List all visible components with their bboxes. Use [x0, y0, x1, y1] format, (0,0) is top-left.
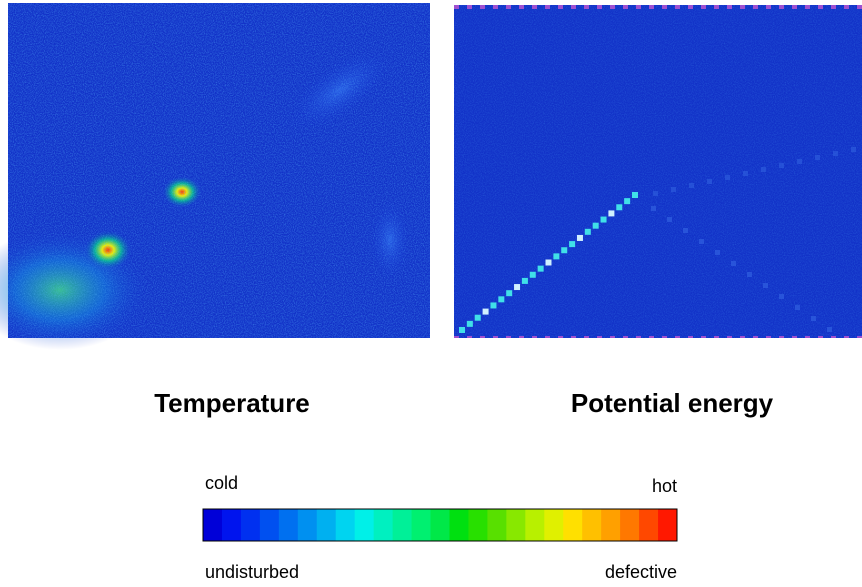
defect-dot [632, 192, 638, 198]
panel-title: Temperature [154, 388, 310, 418]
defect-dot [851, 147, 856, 152]
colorbar-swatch [392, 509, 413, 541]
defect-dot [731, 261, 736, 266]
defect-dot [725, 175, 730, 180]
colorbar-swatch [278, 509, 299, 541]
colorbar-label: cold [205, 473, 238, 493]
colorbar-swatch [544, 509, 564, 541]
defect-dot [459, 327, 465, 333]
defect-dot [651, 206, 656, 211]
defect-dot [707, 179, 712, 184]
defect-dot [683, 228, 688, 233]
colorbar-label: undisturbed [205, 562, 299, 582]
colorbar-swatch [411, 509, 432, 541]
defect-dot [608, 210, 615, 217]
colorbar-label: defective [605, 562, 677, 582]
defect-dot [779, 163, 784, 168]
colorbar-swatch [297, 509, 318, 541]
colorbar-swatch [487, 509, 507, 541]
defect-dot [761, 167, 766, 172]
colorbar-frame [202, 508, 678, 542]
defect-dot [514, 284, 521, 291]
defect-dot [779, 294, 784, 299]
defect-dot [671, 187, 676, 192]
defect-dot [498, 296, 505, 303]
colorbar-swatch [620, 509, 640, 541]
colorbar-swatch [316, 509, 337, 541]
colorbar-swatch [639, 509, 659, 541]
colorbar-swatch [563, 509, 583, 541]
defect-dot [537, 265, 544, 272]
colorbar-swatch [203, 509, 223, 541]
colorbar-swatch [658, 509, 678, 541]
defect-dot [521, 277, 528, 284]
defect-dot [553, 253, 560, 260]
colorbar [203, 509, 678, 541]
defect-dot [815, 155, 820, 160]
colorbar-swatch [601, 509, 621, 541]
defect-dot [747, 272, 752, 277]
defect-dot [811, 316, 816, 321]
defect-dot [576, 234, 583, 241]
defect-dot [561, 247, 568, 254]
colorbar-swatch [582, 509, 602, 541]
colorbar-swatch [430, 509, 450, 541]
potential-energy-map [454, 5, 862, 338]
colorbar-label: hot [652, 476, 677, 496]
defect-dot [490, 302, 497, 309]
defect-dot [584, 228, 591, 235]
colorbar-swatch [354, 509, 375, 541]
defect-dot [482, 308, 489, 315]
colorbar-swatch [221, 509, 242, 541]
defect-dot [833, 151, 838, 156]
defect-dot [699, 239, 704, 244]
defect-dot [592, 222, 599, 229]
defect-dot [763, 283, 768, 288]
colorbar-swatch [373, 509, 394, 541]
defect-dot [715, 250, 720, 255]
defect-dot [797, 159, 802, 164]
defect-dot [827, 327, 832, 332]
colorbar-swatch [449, 509, 469, 541]
colorbar-swatch [468, 509, 488, 541]
colorbar-swatch [240, 509, 261, 541]
defect-dot [506, 290, 513, 297]
defect-dot [529, 271, 536, 278]
defect-dot [474, 314, 481, 321]
panel-title: Potential energy [571, 388, 774, 418]
defect-dot [569, 241, 576, 248]
colorbar-swatch [335, 509, 356, 541]
defect-dot [624, 198, 631, 205]
defect-dot [545, 259, 552, 266]
defect-dot [689, 183, 694, 188]
defect-dot [667, 217, 672, 222]
defect-dot [653, 191, 658, 196]
defect-dot [600, 216, 607, 223]
defect-dot [743, 171, 748, 176]
temperature-map [0, 3, 430, 350]
colorbar-swatch [506, 509, 526, 541]
defect-dot [466, 320, 473, 327]
defect-dot [616, 204, 623, 211]
colorbar-swatch [259, 509, 280, 541]
defect-dot [795, 305, 800, 310]
colorbar-swatch [525, 509, 545, 541]
